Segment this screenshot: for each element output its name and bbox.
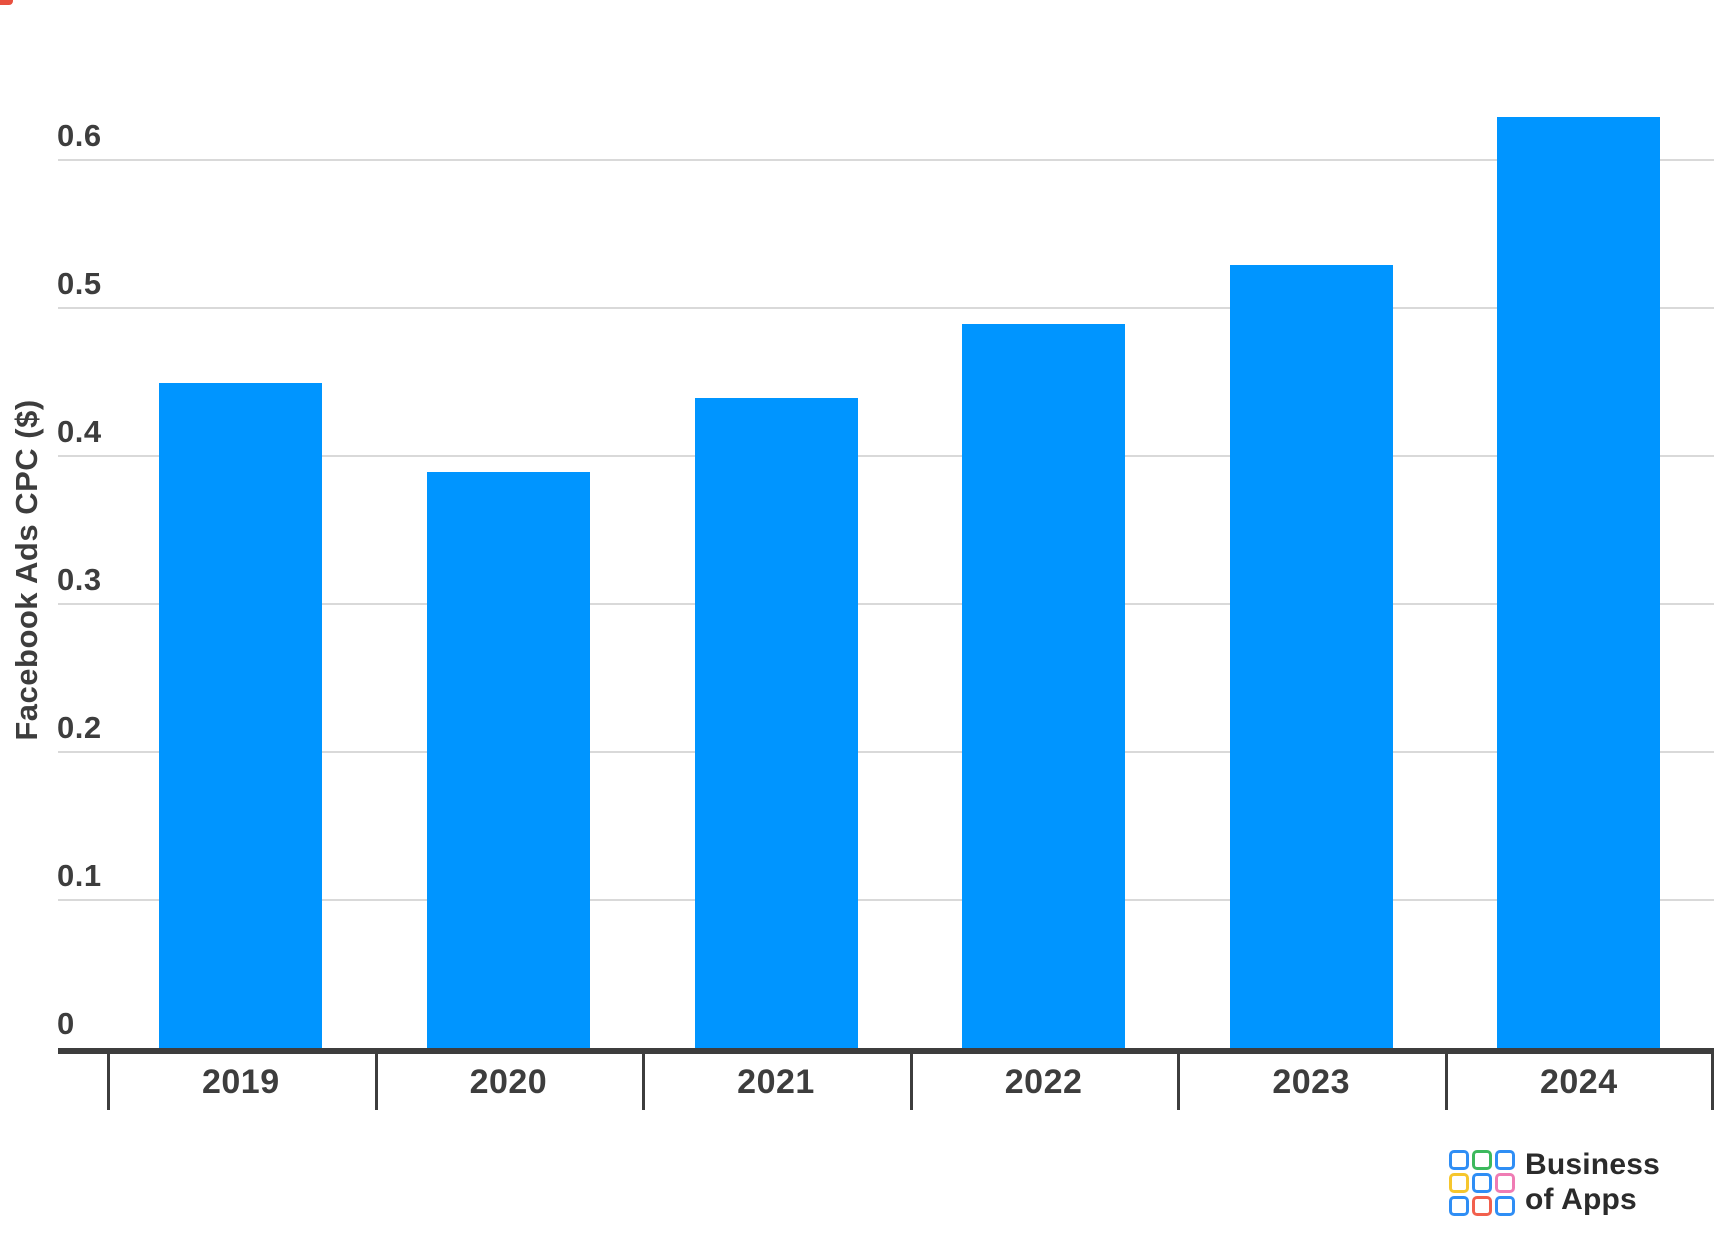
- brand-logo: Business of Apps: [1449, 1147, 1660, 1217]
- brand-logo-square-icon: [1449, 1196, 1469, 1216]
- brand-logo-square-icon: [1472, 1150, 1492, 1170]
- x-axis-tick: [1711, 1048, 1714, 1110]
- x-axis-tick: [909, 1048, 913, 1110]
- x-axis-tick: [1445, 1048, 1448, 1110]
- brand-logo-square-icon: [1472, 1173, 1492, 1193]
- brand-logo-text: Business of Apps: [1525, 1147, 1660, 1217]
- x-tick-label-2023: 2023: [1272, 1063, 1350, 1101]
- y-tick-label: 0.1: [57, 858, 102, 893]
- x-axis-tick: [642, 1048, 646, 1110]
- y-gridline: [58, 751, 1714, 753]
- brand-logo-text-line2: of Apps: [1525, 1183, 1637, 1216]
- brand-logo-square-icon: [1449, 1173, 1469, 1193]
- x-tick-label-2021: 2021: [737, 1063, 815, 1101]
- y-axis-title: Facebook Ads CPC ($): [9, 399, 44, 741]
- y-tick-label: 0.2: [57, 710, 102, 745]
- brand-logo-square-icon: [1495, 1150, 1515, 1170]
- y-gridline: [58, 455, 1714, 457]
- bar-2019: [159, 383, 323, 1049]
- brand-logo-grid-icon: [1449, 1150, 1515, 1216]
- y-tick-label: 0.3: [57, 562, 102, 597]
- y-gridline: [58, 307, 1714, 309]
- x-tick-label-2024: 2024: [1539, 1063, 1618, 1101]
- y-gridline: [58, 899, 1714, 901]
- y-gridline: [58, 159, 1714, 161]
- y-tick-label: 0.4: [57, 414, 102, 449]
- x-tick-label-2020: 2020: [469, 1063, 548, 1101]
- x-axis-line: [58, 1048, 1714, 1054]
- brand-logo-square-icon: [1495, 1173, 1515, 1193]
- y-tick-label: 0.6: [57, 118, 102, 153]
- x-tick-label-2019: 2019: [201, 1063, 280, 1101]
- bar-2021: [694, 397, 858, 1049]
- bar-2020: [426, 471, 590, 1049]
- x-axis-tick: [107, 1048, 110, 1110]
- corner-artifact: [0, 0, 13, 5]
- bar-2022: [962, 323, 1126, 1049]
- y-tick-label: 0: [57, 1006, 75, 1041]
- brand-logo-square-icon: [1495, 1196, 1515, 1216]
- x-tick-label-2022: 2022: [1004, 1063, 1083, 1101]
- bar-2023: [1229, 264, 1393, 1049]
- y-tick-label: 0.5: [57, 266, 102, 301]
- x-axis-tick: [1177, 1048, 1181, 1110]
- brand-logo-text-line1: Business: [1525, 1148, 1660, 1181]
- y-gridline: [58, 603, 1714, 605]
- x-axis-tick: [374, 1048, 378, 1110]
- bar-2024: [1497, 116, 1661, 1049]
- brand-logo-square-icon: [1472, 1196, 1492, 1216]
- brand-logo-square-icon: [1449, 1150, 1469, 1170]
